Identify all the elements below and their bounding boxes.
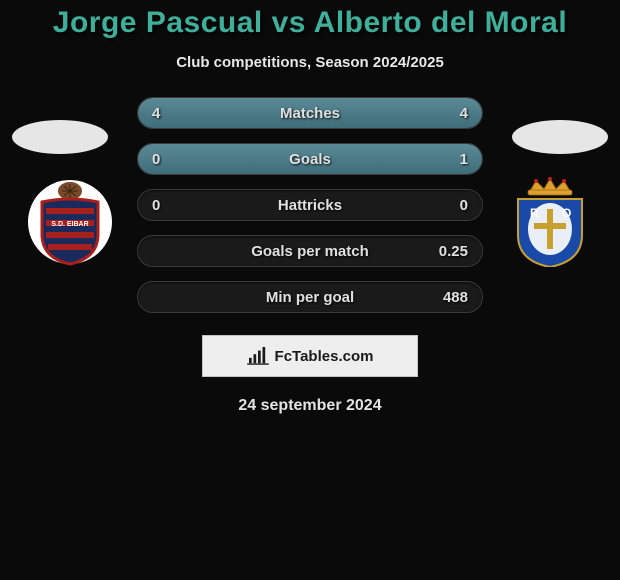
svg-text:O: O — [562, 206, 571, 220]
stat-row-min-per-goal: Min per goal 488 — [137, 281, 483, 313]
stat-label: Matches — [138, 98, 482, 129]
oviedo-crest-icon: R O — [500, 177, 600, 267]
stat-label: Goals — [138, 144, 482, 175]
club-badge-left: S.D. EIBAR — [20, 178, 120, 266]
stat-value-right: 0.25 — [439, 236, 468, 267]
stat-label: Min per goal — [138, 282, 482, 313]
stat-row-goals-per-match: Goals per match 0.25 — [137, 235, 483, 267]
footer-attribution: FcTables.com — [202, 335, 418, 377]
stat-row-hattricks: 0 Hattricks 0 — [137, 189, 483, 221]
player-shadow-left — [12, 120, 108, 154]
stat-row-goals: 0 Goals 1 — [137, 143, 483, 175]
svg-text:R: R — [530, 206, 539, 220]
svg-text:S.D. EIBAR: S.D. EIBAR — [51, 221, 88, 228]
date-label: 24 september 2024 — [0, 397, 620, 415]
stat-value-right: 0 — [460, 190, 468, 221]
stat-value-right: 488 — [443, 282, 468, 313]
subtitle: Club competitions, Season 2024/2025 — [0, 54, 620, 71]
stat-row-matches: 4 Matches 4 — [137, 97, 483, 129]
stat-value-right: 4 — [460, 98, 468, 129]
stat-label: Goals per match — [138, 236, 482, 267]
stat-label: Hattricks — [138, 190, 482, 221]
bar-chart-icon — [247, 347, 269, 365]
player-shadow-right — [512, 120, 608, 154]
stats-list: 4 Matches 4 0 Goals 1 0 Hattricks 0 Goal… — [137, 97, 483, 313]
club-badge-right: R O — [500, 178, 600, 266]
page-title: Jorge Pascual vs Alberto del Moral — [0, 6, 620, 40]
stat-value-right: 1 — [460, 144, 468, 175]
footer-text: FcTables.com — [275, 348, 374, 365]
eibar-crest-icon: S.D. EIBAR — [20, 178, 120, 266]
